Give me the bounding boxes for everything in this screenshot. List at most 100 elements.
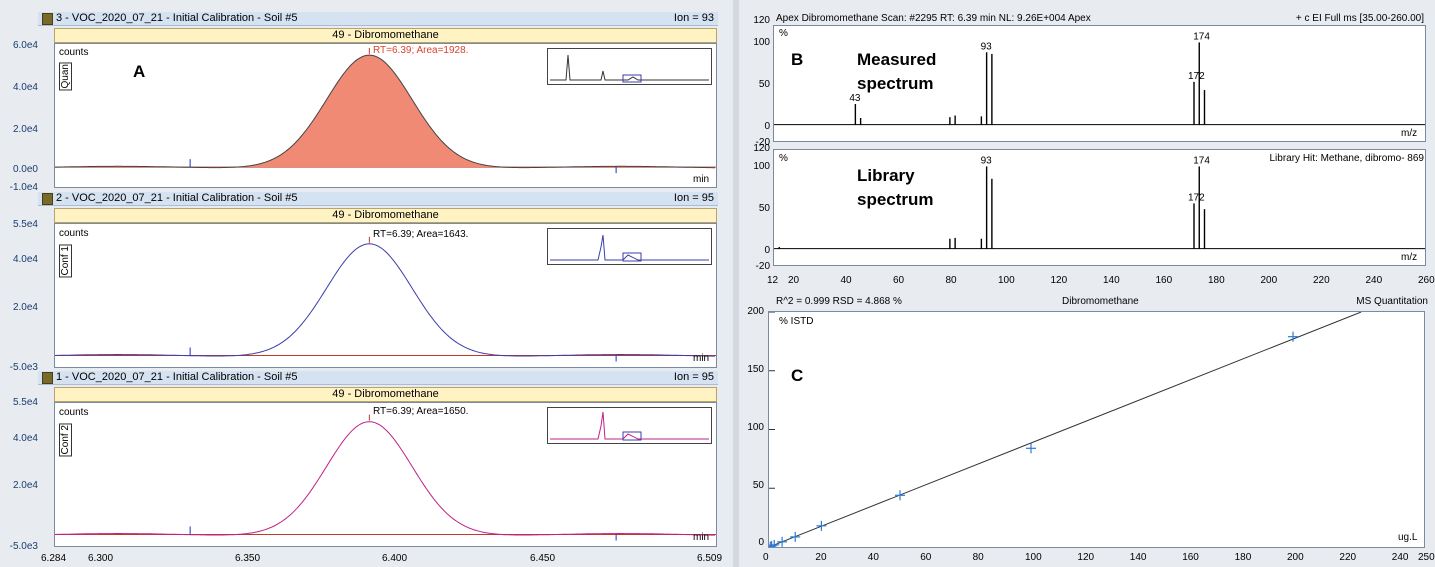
ytick: -5.0e3: [9, 541, 38, 552]
overview-inset[interactable]: [547, 48, 712, 85]
spectrum-header: Apex Dibromomethane Scan: #2295 RT: 6.39…: [776, 13, 1091, 24]
x-unit-label: m/z: [1401, 252, 1418, 263]
x-tick: 6.400: [382, 553, 408, 564]
inset-svg: [550, 234, 709, 262]
panel-b: Apex Dibromomethane Scan: #2295 RT: 6.39…: [740, 0, 1435, 290]
spectrum-scan-filter: + c EI Full ms [35.00-260.00]: [1295, 13, 1424, 24]
splitter[interactable]: [733, 0, 739, 567]
chromatogram-trace: [55, 421, 715, 536]
ytick: 100: [747, 422, 764, 433]
trace-icon: [42, 372, 53, 384]
y-unit-label: counts: [59, 228, 89, 239]
x-tick: 100: [1025, 552, 1042, 563]
x-tick: 40: [867, 552, 879, 563]
x-tick: 80: [945, 275, 957, 286]
ytick: 4.0e4: [12, 433, 38, 444]
ytick: 0: [758, 537, 764, 548]
library-hit: Library Hit: Methane, dibromo- 869: [1269, 153, 1424, 164]
ytick: 4.0e4: [12, 82, 38, 93]
trace-tag-conf1: Conf 1: [59, 244, 72, 278]
ion-label: Ion = 93: [673, 12, 714, 24]
ytick: 5.5e4: [12, 219, 38, 230]
compound-bar: 49 - Dibromomethane: [54, 28, 717, 43]
ytick: 6.0e4: [12, 40, 38, 51]
spectrum-x-axis: 12 20 40 60 80 100 120 140 160 180 200 220 240 260: [740, 275, 1435, 289]
x-tick: 200: [1287, 552, 1304, 563]
chromatogram-trace: [55, 54, 715, 169]
library-label: spectrum: [857, 190, 934, 209]
x-tick: 120: [1077, 552, 1095, 563]
x-tick: 6.284: [41, 553, 67, 564]
ytick: 120: [753, 143, 770, 154]
panel-letter-a: A: [133, 62, 146, 81]
ytick: 200: [747, 306, 764, 317]
x-tick: 160: [1182, 552, 1199, 563]
ytick: 2.0e4: [12, 124, 38, 135]
ytick: 0: [764, 121, 770, 132]
ytick: 2.0e4: [12, 480, 38, 491]
panel-a: 3 - VOC_2020_07_21 - Initial Calibration…: [9, 12, 722, 564]
peak-label: 93: [981, 155, 993, 166]
ytick: 4.0e4: [12, 254, 38, 265]
x-tick: 12: [767, 275, 779, 286]
peak-label: 174: [1193, 155, 1210, 166]
peak-label: 93: [981, 41, 993, 52]
ytick: -20: [755, 261, 770, 272]
peak-annotation: RT=6.39; Area=1650.: [373, 406, 469, 417]
x-tick: 6.450: [530, 553, 556, 564]
compound-title: Dibromomethane: [1062, 296, 1139, 307]
panel-letter-c: C: [791, 366, 804, 385]
x-tick: 250: [1418, 552, 1435, 563]
inset-svg: [550, 411, 709, 441]
overview-inset[interactable]: [547, 407, 712, 444]
ytick: 150: [747, 364, 764, 375]
x-tick: 80: [972, 552, 984, 563]
x-tick: 180: [1234, 552, 1252, 563]
trace-header-conf1[interactable]: 2 - VOC_2020_07_21 - Initial Calibration…: [38, 192, 718, 206]
x-tick: 60: [920, 552, 932, 563]
x-tick: 20: [815, 552, 827, 563]
y-unit-label: % ISTD: [779, 316, 814, 327]
x-tick: 120: [1050, 275, 1068, 286]
panel-letter-b: B: [791, 50, 804, 69]
calibration-header: R^2 = 0.999 RSD = 4.868 % Dibromomethane…: [768, 296, 1428, 309]
x-tick: 200: [1260, 275, 1278, 286]
peak-label: 172: [1188, 71, 1205, 82]
trace-tag-quan: Quan: [59, 62, 72, 91]
overview-inset[interactable]: [547, 228, 712, 265]
ytick: -1.0e4: [9, 182, 38, 193]
calibration-svg: [769, 312, 1362, 547]
x-unit-label: min: [693, 353, 710, 364]
calibration-x-axis: 0 20 40 60 80 100 120 140 160 180 200 220 240 250: [740, 552, 1435, 566]
x-tick: 6.300: [88, 553, 114, 564]
y-unit-label: %: [779, 28, 788, 39]
x-unit-label: m/z: [1401, 128, 1418, 139]
library-spectrum-plot: 93 172 174: [773, 149, 1426, 266]
trace-tag-conf2: Conf 2: [59, 423, 72, 457]
peak-annotation: RT=6.39; Area=1928.: [373, 45, 469, 56]
trace-header-conf2[interactable]: 1 - VOC_2020_07_21 - Initial Calibration…: [38, 371, 718, 385]
measured-label: spectrum: [857, 74, 934, 93]
peak-annotation: RT=6.39; Area=1643.: [373, 229, 469, 240]
trace-header-quan[interactable]: 3 - VOC_2020_07_21 - Initial Calibration…: [38, 12, 718, 26]
ytick: -5.0e3: [9, 362, 38, 373]
measured-label: Measured: [857, 50, 937, 69]
trace-title: 1 - VOC_2020_07_21 - Initial Calibration…: [56, 371, 298, 383]
chromatogram-svg: [55, 47, 716, 174]
calibration-type: MS Quantitation: [1356, 296, 1428, 307]
trace-icon: [42, 193, 53, 205]
ytick: 50: [758, 79, 770, 90]
x-tick: 160: [1155, 275, 1173, 286]
trace-title: 2 - VOC_2020_07_21 - Initial Calibration…: [56, 192, 298, 204]
peak-area: [55, 55, 716, 168]
peak-label: 43: [849, 93, 861, 104]
trace-icon: [42, 13, 53, 25]
x-tick: 6.350: [235, 553, 261, 564]
ytick: 50: [758, 203, 770, 214]
ytick: 0: [764, 245, 770, 256]
x-unit-label: min: [693, 174, 710, 185]
x-tick: 60: [893, 275, 905, 286]
x-tick: 220: [1313, 275, 1330, 286]
x-tick: 240: [1391, 552, 1409, 563]
x-tick: 0: [763, 552, 769, 563]
